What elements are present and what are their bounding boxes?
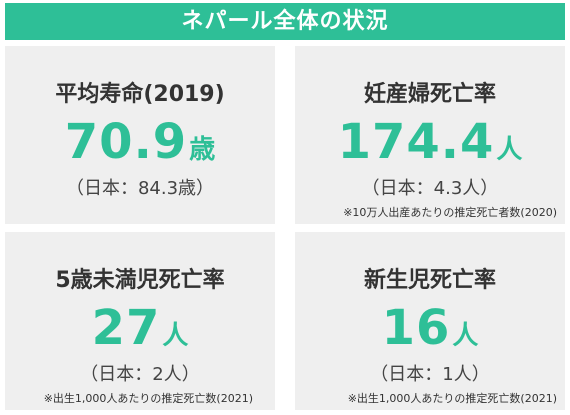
page-title: ネパール全体の状況	[181, 9, 389, 34]
maternal-mortality-card: 妊産婦死亡率 174.4人 （日本：4.3人） ※10万人出産あたりの推定死亡者…	[295, 46, 565, 224]
japan-comparison: （日本：84.3歳）	[65, 178, 215, 199]
footnote: ※出生1,000人あたりの推定死亡数(2021)	[43, 392, 253, 405]
page-title-banner: ネパール全体の状況	[5, 3, 565, 40]
japan-comparison: （日本：1人）	[370, 364, 490, 385]
card-value: 16人	[295, 300, 565, 356]
card-value: 27人	[5, 300, 275, 356]
neonatal-mortality-card: 新生児死亡率 16人 （日本：1人） ※出生1,000人あたりの推定死亡数(20…	[295, 232, 565, 410]
card-value: 70.9歳	[5, 114, 275, 170]
value-number: 16	[381, 300, 451, 356]
value-number: 27	[91, 300, 161, 356]
card-value: 174.4人	[295, 114, 565, 170]
japan-comparison: （日本：4.3人）	[361, 178, 499, 199]
footnote: ※出生1,000人あたりの推定死亡数(2021)	[347, 392, 557, 405]
under5-mortality-card: 5歳未満児死亡率 27人 （日本：2人） ※出生1,000人あたりの推定死亡数(…	[5, 232, 275, 410]
japan-comparison: （日本：2人）	[80, 364, 200, 385]
card-title: 妊産婦死亡率	[363, 82, 496, 107]
value-unit: 人	[452, 321, 479, 351]
value-unit: 歳	[189, 135, 216, 165]
life-expectancy-card: 平均寿命(2019) 70.9歳 （日本：84.3歳）	[5, 46, 275, 224]
value-unit: 人	[162, 321, 189, 351]
footnote: ※10万人出産あたりの推定死亡者数(2020)	[343, 206, 557, 219]
value-number: 174.4	[337, 114, 495, 170]
card-title: 5歳未満児死亡率	[55, 268, 225, 293]
card-title: 新生児死亡率	[363, 268, 496, 293]
value-unit: 人	[496, 135, 523, 165]
value-number: 70.9	[64, 114, 188, 170]
card-title: 平均寿命(2019)	[55, 82, 225, 107]
